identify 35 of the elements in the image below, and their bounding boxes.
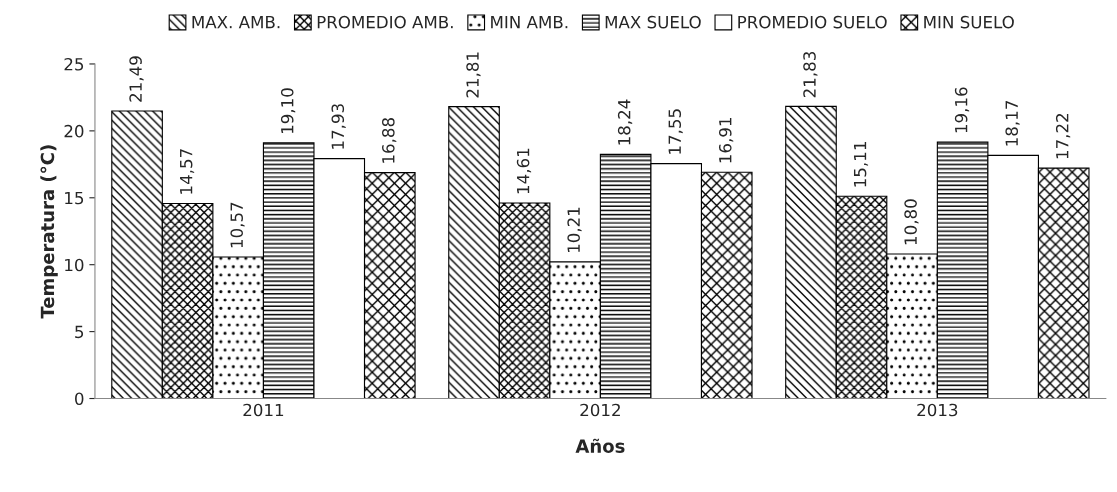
- data-label: 17,93: [331, 104, 346, 149]
- legend-label: MAX SUELO: [605, 15, 701, 29]
- data-label: 16,88: [382, 118, 397, 163]
- legend-label: PROMEDIO AMB.: [317, 15, 453, 29]
- data-label: 19,16: [954, 87, 970, 133]
- x-tick-label: 2012: [580, 403, 620, 417]
- data-label: 14,57: [180, 149, 195, 194]
- data-label: 21,81: [466, 52, 481, 98]
- y-tick-label: 15: [65, 191, 84, 205]
- data-label: 21,49: [129, 56, 144, 102]
- data-label: 10,80: [904, 199, 919, 245]
- data-label: 15,11: [853, 142, 869, 187]
- x-tick-label: 2013: [917, 403, 958, 417]
- legend-label: MIN SUELO: [924, 15, 1014, 29]
- legend-label: PROMEDIO SUELO: [738, 15, 887, 29]
- data-label: 14,61: [516, 148, 532, 194]
- data-label: 18,24: [617, 99, 633, 145]
- data-label: 17,55: [668, 109, 683, 154]
- x-tick-label: 2011: [243, 403, 284, 417]
- y-tick-label: 10: [65, 258, 84, 272]
- data-label: 19,10: [280, 88, 296, 134]
- y-tick-label: 20: [64, 124, 84, 138]
- data-label: 10,57: [230, 202, 245, 248]
- legend-label: MAX. AMB.: [192, 16, 280, 29]
- y-axis-title: Temperatura (°C): [40, 145, 58, 319]
- y-tick-label: 25: [64, 57, 84, 71]
- data-label: 18,17: [1005, 101, 1020, 146]
- data-label: 21,83: [803, 51, 818, 98]
- data-label: 17,22: [1055, 114, 1071, 159]
- data-label: 10,21: [567, 207, 582, 253]
- x-axis-title: Años: [575, 438, 625, 453]
- data-label: 16,91: [718, 118, 734, 163]
- legend-label: MIN AMB.: [491, 16, 568, 29]
- y-tick-label: 5: [75, 325, 84, 339]
- y-tick-label: 0: [75, 392, 84, 406]
